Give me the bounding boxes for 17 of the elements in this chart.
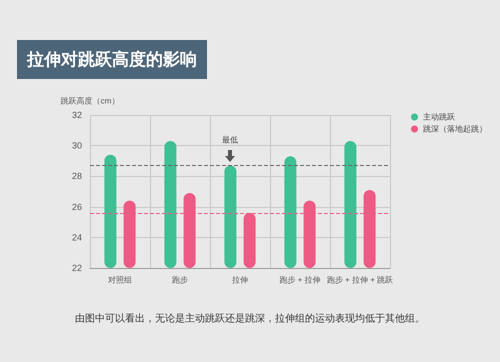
y-tick-label: 30 [72,140,82,151]
legend-label: 主动跳跃 [423,112,455,122]
annotation: 最低 [222,134,238,146]
legend-label: 跳深（落地起跳） [423,124,487,134]
y-axis-title: 跳跃高度（cm） [60,96,120,106]
text: 由图中可以看出，无论是主动跳跃还是跳深，拉伸组的运动表现均低于其他组。 [75,312,425,324]
x-tick-label: 跑步 [172,276,188,284]
y-tick-label: 32 [72,110,82,120]
x-tick-label: 跑步 + 拉伸 [279,276,321,284]
x-tick-label: 对照组 [108,276,132,284]
x-tick-label: 跑步 + 拉伸 + 跳跃 [326,276,394,284]
chart-title: 拉伸对跳跃高度的影响 [17,40,207,79]
x-tick-label: 拉伸 [232,276,248,284]
y-tick-label: 22 [72,263,82,273]
y-tick-label: 24 [72,232,82,242]
y-tick-label: 26 [72,202,82,212]
y-tick-label: 28 [72,171,82,182]
